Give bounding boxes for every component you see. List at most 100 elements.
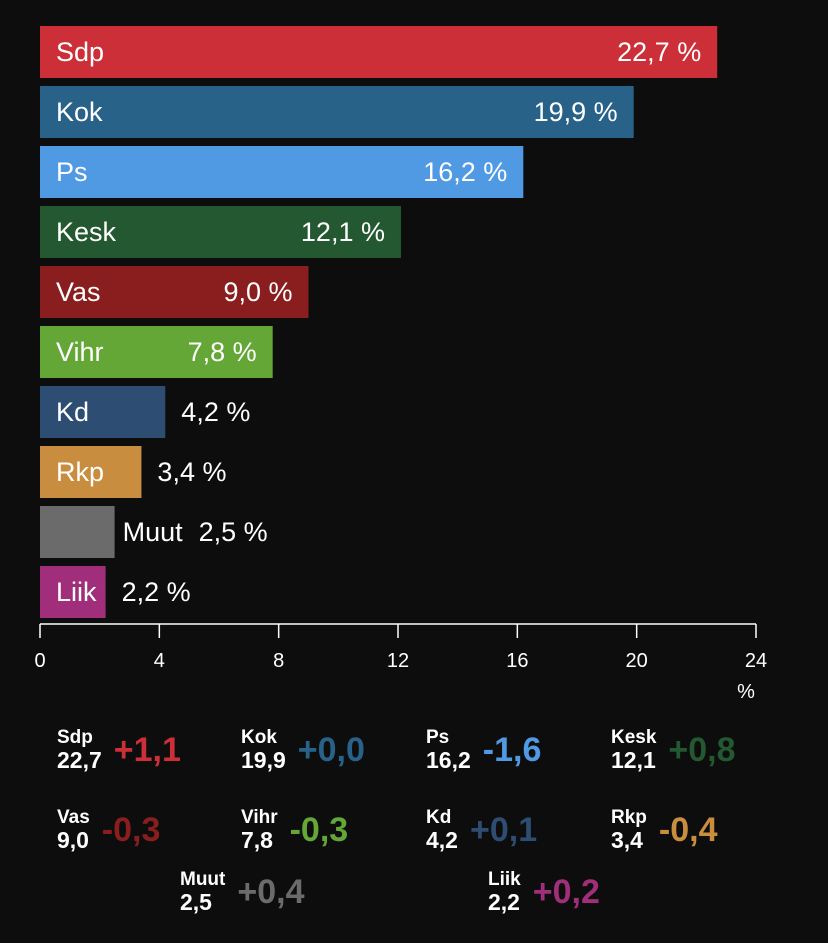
change-summary: Sdp 22,7 +1,1 Kok 19,9 +0,0 Ps 16,2 -1,6 Kesk 12,1… xyxy=(0,718,828,943)
change-party-rkp: Rkp xyxy=(611,807,647,828)
bar-value-vas: 9,0 % xyxy=(223,277,292,307)
bar-chart: Sdp 22,7 % Kok 19,9 % Ps 16,2 % Kesk 12,1 % Vas 9… xyxy=(34,26,767,703)
change-item-vihr: Vihr 7,8 -0,3 xyxy=(241,807,349,853)
bar-name-sdp: Sdp xyxy=(56,37,104,67)
change-party-vihr: Vihr xyxy=(241,807,278,828)
change-party-muut: Muut xyxy=(180,869,226,890)
bar-group-kesk: Kesk 12,1 % xyxy=(40,206,401,258)
bar-name-ps: Ps xyxy=(56,157,88,187)
x-tick-label-16: 16 xyxy=(506,650,528,672)
change-share-muut: 2,5 xyxy=(180,888,212,915)
bar-value-muut: 2,5 % xyxy=(199,517,268,547)
x-tick-label-0: 0 xyxy=(34,650,45,672)
change-item-kesk: Kesk 12,1 +0,8 xyxy=(611,727,736,773)
bar-value-kd: 4,2 % xyxy=(181,397,250,427)
bar-muut xyxy=(40,506,115,558)
x-tick-label-12: 12 xyxy=(387,650,409,672)
change-share-rkp: 3,4 xyxy=(611,826,643,853)
bar-kd xyxy=(40,386,166,438)
bar-vihr xyxy=(40,326,273,378)
bar-kesk xyxy=(40,206,401,258)
bar-kok xyxy=(40,86,634,138)
change-item-vas: Vas 9,0 -0,3 xyxy=(57,807,161,853)
change-share-kd: 4,2 xyxy=(426,826,458,853)
bar-value-liik: 2,2 % xyxy=(122,577,191,607)
change-party-kd: Kd xyxy=(426,807,452,828)
x-tick-label-4: 4 xyxy=(154,650,165,672)
change-share-kesk: 12,1 xyxy=(611,746,656,773)
change-item-kd: Kd 4,2 +0,1 xyxy=(426,807,538,853)
bar-name-vihr: Vihr xyxy=(56,337,104,367)
bar-value-sdp: 22,7 % xyxy=(617,37,701,67)
change-party-ps: Ps xyxy=(426,727,450,748)
change-delta-kok: +0,0 xyxy=(297,730,365,769)
change-text-vas: Vas 9,0 xyxy=(57,807,90,853)
bar-name-rkp: Rkp xyxy=(56,457,104,487)
change-delta-vihr: -0,3 xyxy=(289,810,349,849)
x-axis-unit: % xyxy=(737,681,755,703)
change-item-sdp: Sdp 22,7 +1,1 xyxy=(57,727,181,773)
change-item-kok: Kok 19,9 +0,0 xyxy=(241,727,365,773)
change-share-vihr: 7,8 xyxy=(241,826,273,853)
change-delta-muut: +0,4 xyxy=(237,872,305,911)
change-delta-vas: -0,3 xyxy=(101,810,161,849)
change-text-ps: Ps 16,2 xyxy=(426,727,471,773)
change-item-muut: Muut 2,5 +0,4 xyxy=(180,869,305,915)
bar-value-kok: 19,9 % xyxy=(534,97,618,127)
change-text-liik: Liik 2,2 xyxy=(488,869,521,915)
bar-group-ps: Ps 16,2 % xyxy=(40,146,524,198)
bar-group-vas: Vas 9,0 % xyxy=(40,266,309,318)
change-delta-sdp: +1,1 xyxy=(113,730,181,769)
change-share-sdp: 22,7 xyxy=(57,746,102,773)
bar-group-muut: Muut 2,5 % xyxy=(40,506,268,558)
change-text-kesk: Kesk 12,1 xyxy=(611,727,657,773)
bar-name-vas: Vas xyxy=(56,277,101,307)
bar-name-liik: Liik xyxy=(56,577,97,607)
change-share-vas: 9,0 xyxy=(57,826,89,853)
change-delta-kesk: +0,8 xyxy=(668,730,736,769)
change-share-ps: 16,2 xyxy=(426,746,471,773)
bar-value-vihr: 7,8 % xyxy=(188,337,257,367)
change-delta-rkp: -0,4 xyxy=(658,810,718,849)
change-party-liik: Liik xyxy=(488,869,521,890)
bar-value-kesk: 12,1 % xyxy=(301,217,385,247)
change-share-kok: 19,9 xyxy=(241,746,286,773)
change-party-vas: Vas xyxy=(57,807,90,828)
change-item-rkp: Rkp 3,4 -0,4 xyxy=(611,807,718,853)
change-party-kok: Kok xyxy=(241,727,277,748)
change-item-liik: Liik 2,2 +0,2 xyxy=(488,869,600,915)
change-delta-ps: -1,6 xyxy=(482,730,542,769)
bar-value-rkp: 3,4 % xyxy=(157,457,226,487)
x-tick-label-24: 24 xyxy=(745,650,767,672)
change-delta-liik: +0,2 xyxy=(532,872,600,911)
bar-group-vihr: Vihr 7,8 % xyxy=(40,326,273,378)
bar-group-rkp: Rkp 3,4 % xyxy=(40,446,226,498)
change-item-ps: Ps 16,2 -1,6 xyxy=(426,727,542,773)
bars: Sdp 22,7 % Kok 19,9 % Ps 16,2 % Kesk 12,1 % Vas 9… xyxy=(40,26,718,618)
bar-value-ps: 16,2 % xyxy=(423,157,507,187)
change-text-kd: Kd 4,2 xyxy=(426,807,458,853)
change-party-kesk: Kesk xyxy=(611,727,657,748)
change-text-sdp: Sdp 22,7 xyxy=(57,727,102,773)
bar-name-muut: Muut xyxy=(123,517,184,547)
bar-vas xyxy=(40,266,309,318)
bar-ps xyxy=(40,146,524,198)
change-delta-kd: +0,1 xyxy=(469,810,538,849)
change-party-sdp: Sdp xyxy=(57,727,93,748)
bar-name-kd: Kd xyxy=(56,397,89,427)
change-text-rkp: Rkp 3,4 xyxy=(611,807,647,853)
change-text-muut: Muut 2,5 xyxy=(180,869,226,915)
bar-liik xyxy=(40,566,106,618)
bar-group-liik: Liik 2,2 % xyxy=(40,566,191,618)
change-text-vihr: Vihr 7,8 xyxy=(241,807,278,853)
bar-group-kok: Kok 19,9 % xyxy=(40,86,634,138)
x-tick-label-20: 20 xyxy=(626,650,648,672)
x-axis: 0 4 8 12 16 20 24 xyxy=(34,623,767,672)
bar-group-kd: Kd 4,2 % xyxy=(40,386,250,438)
bar-name-kok: Kok xyxy=(56,97,103,127)
change-text-kok: Kok 19,9 xyxy=(241,727,286,773)
x-tick-label-8: 8 xyxy=(273,650,284,672)
change-share-liik: 2,2 xyxy=(488,888,520,915)
bar-sdp xyxy=(40,26,718,78)
bar-group-sdp: Sdp 22,7 % xyxy=(40,26,718,78)
